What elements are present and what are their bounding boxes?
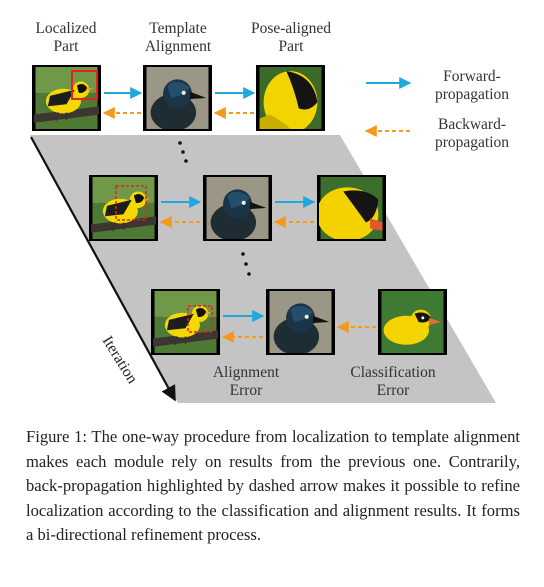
row1-aligned-image [256,65,325,131]
alignment-error-label: Alignment Error [212,364,280,399]
row3-localized-image [151,289,220,355]
iteration-arrow [30,136,176,402]
row1-localized-image [32,65,101,131]
legend-backward-label: Backward- propagation [434,116,510,151]
header-localized-part: Localized Part [35,20,97,55]
figure-caption: Figure 1: The one-way procedure from loc… [26,427,520,545]
row3-aligned-image [378,289,447,355]
iteration-label: Iteration [99,333,141,387]
row2-localized-image [89,175,158,241]
row1-template-image [143,65,212,131]
ellipsis-dots-1 [178,141,188,163]
row2-template-image [203,175,272,241]
classification-error-label: Classification Error [350,364,436,399]
header-template-alignment: Template Alignment [144,20,212,55]
ellipsis-dots-2 [241,252,251,276]
row3-template-image [266,289,335,355]
row2-aligned-image [317,175,386,241]
legend-forward-label: Forward- propagation [434,68,510,103]
header-pose-aligned-part: Pose-aligned Part [250,20,332,55]
